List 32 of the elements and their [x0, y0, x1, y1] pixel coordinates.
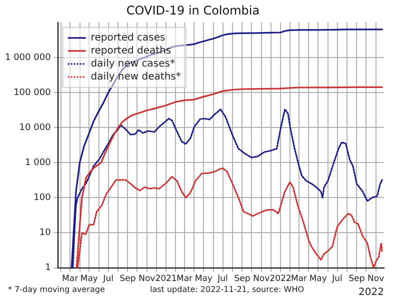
- x-tick-label: Mar: [62, 274, 79, 284]
- y-tick-label: 1: [45, 263, 51, 274]
- x-tick-label: Sep: [120, 274, 136, 284]
- x-tick-label: 2022: [270, 274, 292, 284]
- x-tick-label: Jul: [102, 274, 114, 284]
- x-tick-label: Sep: [348, 274, 365, 284]
- x-tick-label: Sep: [234, 274, 250, 284]
- y-tick-label: 10: [39, 228, 52, 238]
- legend-label: reported cases: [90, 32, 166, 44]
- x-tick-label: Nov: [138, 274, 156, 284]
- text: 2022: [358, 287, 384, 298]
- x-tick-label: May: [309, 274, 327, 284]
- y-tick-label: 10 000: [19, 122, 52, 133]
- chart-title: COVID-19 in Colombia: [126, 3, 260, 18]
- legend-label: reported deaths: [90, 45, 172, 56]
- text: last update: 2022-11-21, source: WHO: [150, 285, 304, 294]
- legend-label: daily new deaths*: [90, 71, 181, 82]
- x-tick-label: Mar: [290, 274, 308, 284]
- x-tick-label: Jul: [216, 274, 228, 284]
- y-tick-label: 100 000: [14, 88, 52, 98]
- x-tick-label: May: [194, 274, 212, 284]
- y-tick-label: 1 000 000: [4, 52, 52, 63]
- y-tick-label: 100: [34, 193, 52, 204]
- x-tick-label: May: [80, 274, 98, 284]
- x-tick-label: 2021: [155, 274, 177, 284]
- x-tick-label: Nov: [368, 274, 384, 284]
- text: * 7-day moving average: [8, 285, 105, 294]
- y-tick-label: 1 000: [25, 158, 52, 168]
- x-tick-label: Jul: [331, 274, 342, 284]
- legend-label: daily new cases*: [90, 58, 175, 70]
- x-tick-label: Mar: [176, 274, 194, 284]
- x-tick-label: Nov: [253, 274, 270, 284]
